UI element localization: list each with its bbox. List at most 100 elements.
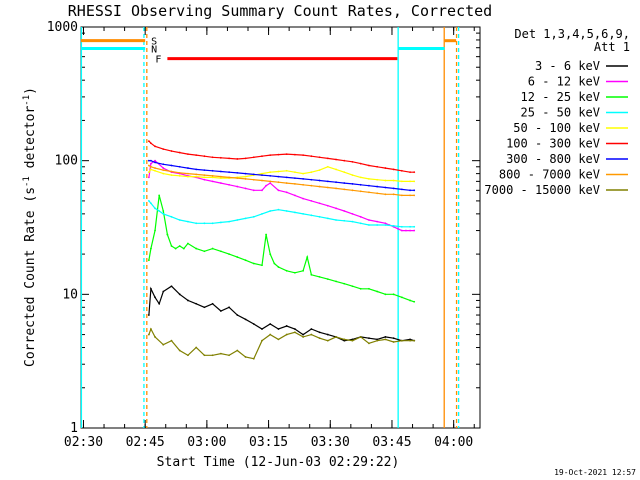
data-point: [236, 256, 239, 258]
data-point: [343, 282, 346, 285]
data-point: [326, 204, 329, 207]
data-point: [170, 215, 173, 218]
legend-label: 25 - 50 keV: [521, 106, 600, 120]
data-point: [409, 189, 411, 192]
data-point: [147, 314, 150, 316]
data-point: [335, 280, 337, 283]
state-label-F: F: [155, 55, 161, 66]
x-tick-label: 03:30: [311, 435, 350, 450]
data-point: [413, 194, 416, 197]
data-point: [203, 155, 206, 158]
data-point: [265, 184, 268, 187]
data-point: [211, 302, 214, 305]
data-point: [261, 172, 263, 175]
series-group: [147, 140, 416, 360]
x-tick-label: 03:15: [249, 435, 288, 450]
data-point: [384, 338, 387, 341]
data-point: [359, 190, 362, 193]
data-point: [376, 290, 379, 293]
y-axis-label-tail: detector: [23, 106, 38, 177]
data-point: [166, 233, 169, 236]
data-point: [376, 224, 379, 226]
data-point: [277, 175, 280, 178]
data-point: [368, 164, 370, 167]
data-point: [219, 175, 222, 178]
data-point: [269, 210, 272, 212]
data-point: [162, 212, 165, 215]
data-point: [293, 171, 296, 174]
data-point: [269, 180, 272, 183]
data-point: [359, 162, 362, 165]
plot-frame: [80, 26, 481, 429]
data-point: [203, 174, 206, 176]
data-point: [269, 154, 272, 157]
data-point: [302, 178, 305, 180]
data-point: [310, 184, 313, 187]
data-point: [326, 339, 329, 342]
data-point: [413, 300, 416, 303]
data-point: [158, 302, 161, 305]
data-point: [285, 182, 288, 184]
data-point: [302, 183, 305, 186]
data-point: [236, 185, 239, 188]
data-point: [351, 189, 354, 192]
data-point: [236, 158, 239, 160]
data-point: [409, 339, 411, 342]
data-point: [252, 173, 255, 176]
data-point: [285, 210, 288, 212]
data-point: [359, 215, 362, 218]
legend-label: 12 - 25 keV: [521, 90, 600, 104]
data-point: [228, 306, 230, 309]
data-point: [178, 151, 181, 154]
data-point: [211, 176, 214, 179]
data-point: [244, 178, 247, 180]
data-point: [351, 339, 354, 342]
data-point: [326, 186, 329, 189]
series-line: [148, 195, 415, 303]
x-tick-label: 02:45: [126, 435, 165, 450]
data-point: [359, 222, 362, 225]
data-point: [228, 253, 230, 255]
chart-title: RHESSI Observing Summary Count Rates, Co…: [68, 2, 492, 20]
data-point: [236, 314, 239, 316]
data-point: [195, 247, 198, 250]
data-point: [326, 180, 329, 183]
data-point: [285, 325, 288, 327]
data-point: [219, 310, 222, 312]
data-point: [376, 165, 379, 168]
data-point: [170, 174, 173, 176]
data-point: [147, 171, 150, 174]
data-point: [261, 212, 263, 215]
state-bars: SNF: [81, 37, 457, 66]
data-point: [162, 169, 165, 172]
data-point: [154, 169, 156, 172]
data-point: [244, 172, 247, 175]
data-point: [203, 176, 206, 179]
data-point: [413, 189, 416, 192]
data-point: [261, 339, 263, 342]
data-point: [351, 212, 354, 215]
data-point: [293, 194, 296, 197]
y-axis-label-main: Corrected Count Rate (s: [23, 187, 38, 367]
data-point: [368, 219, 370, 221]
data-point: [302, 154, 305, 157]
data-point: [318, 276, 321, 278]
attenuator-markers: [80, 27, 460, 428]
data-point: [269, 323, 272, 325]
data-point: [343, 159, 346, 162]
data-point: [150, 159, 152, 162]
legend-label: 7000 - 15000 keV: [484, 183, 600, 197]
data-point: [409, 180, 411, 183]
data-point: [228, 171, 230, 174]
data-point: [187, 175, 189, 178]
data-point: [413, 225, 416, 228]
data-point: [261, 189, 263, 192]
data-point: [359, 287, 362, 290]
data-point: [187, 167, 189, 169]
data-point: [392, 193, 395, 196]
data-point: [335, 181, 337, 184]
data-point: [252, 215, 255, 218]
data-point: [187, 172, 189, 175]
data-point: [413, 171, 416, 174]
data-point: [219, 182, 222, 184]
